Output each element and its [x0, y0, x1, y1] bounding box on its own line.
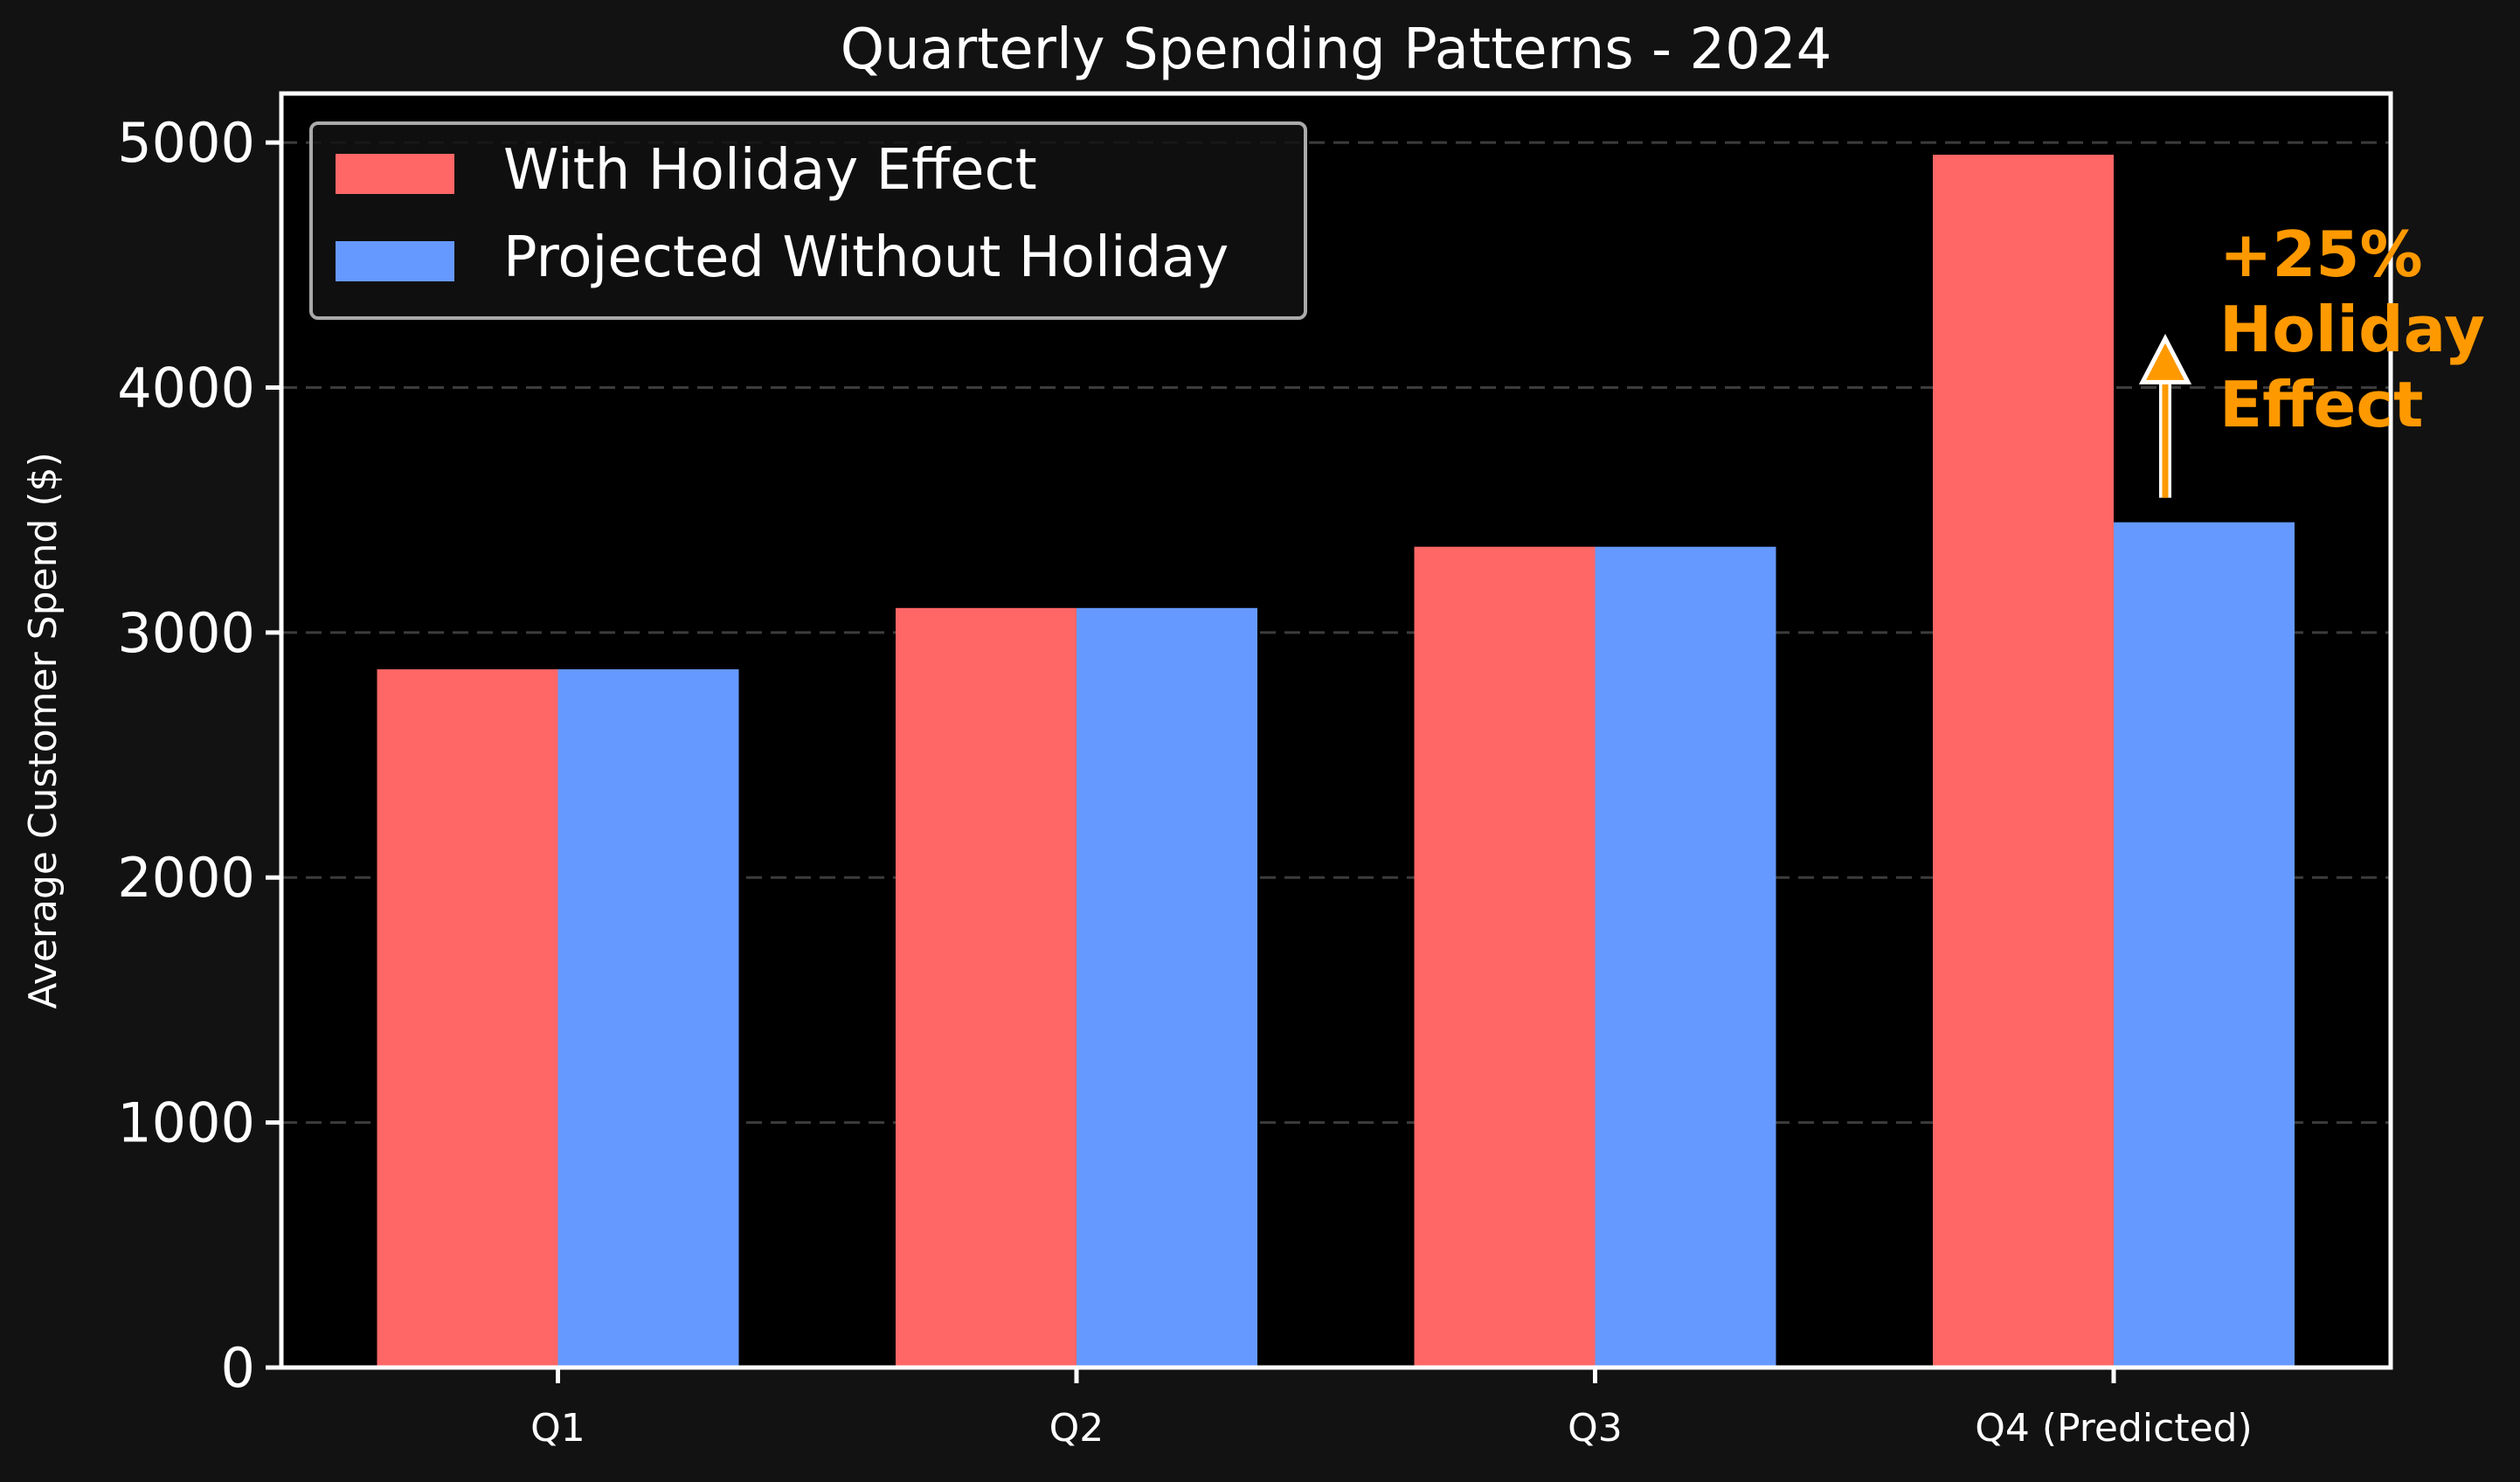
plot-frame: [279, 91, 2393, 1370]
legend-swatch-without-holiday: [336, 241, 454, 281]
y-tick-label: 0: [221, 1336, 255, 1400]
annotation-text: +25% Holiday Effect: [2219, 218, 2507, 441]
annotation-line-3: Effect: [2219, 368, 2423, 441]
bar-with-holiday: [1414, 546, 1596, 1368]
chart-title: Quarterly Spending Patterns - 2024: [841, 17, 1832, 82]
x-tick-label: Q2: [1049, 1406, 1104, 1451]
y-tick-label: 4000: [117, 356, 255, 419]
annotation-line-1: +25%: [2219, 218, 2423, 291]
bars: [377, 155, 2295, 1368]
annotation: +25% Holiday Effect: [2138, 218, 2507, 498]
bar-without-holiday: [2114, 522, 2295, 1368]
bar-with-holiday: [896, 607, 1077, 1368]
bar-with-holiday: [1933, 155, 2114, 1368]
x-tick-label: Q3: [1568, 1406, 1623, 1451]
legend: With Holiday Effect Projected Without Ho…: [309, 121, 1307, 320]
bar-without-holiday: [1077, 607, 1257, 1368]
y-tick-label: 2000: [117, 846, 255, 910]
annotation-arrow-head: [2138, 333, 2192, 384]
bar-without-holiday: [557, 668, 739, 1368]
y-tick-label: 5000: [117, 111, 255, 175]
axis-ticks: 0 1000 2000 3000 4000 5000 Q1 Q2 Q3 Q4 (Predicted…: [117, 111, 2253, 1451]
y-tick-label: 3000: [117, 601, 255, 665]
legend-label-with-holiday: With Holiday Effect: [503, 138, 1037, 203]
y-axis-label: Average Customer Spend ($): [21, 452, 66, 1008]
y-tick-label: 1000: [117, 1091, 255, 1155]
annotation-line-2: Holiday: [2219, 293, 2485, 366]
bar-with-holiday: [377, 668, 558, 1368]
bar-without-holiday: [1595, 546, 1776, 1368]
x-tick-label: Q4 (Predicted): [1975, 1406, 2253, 1451]
x-tick-label: Q1: [530, 1406, 585, 1451]
legend-swatch-with-holiday: [336, 154, 454, 194]
legend-box: [309, 121, 1307, 320]
legend-label-without-holiday: Projected Without Holiday: [503, 225, 1229, 290]
